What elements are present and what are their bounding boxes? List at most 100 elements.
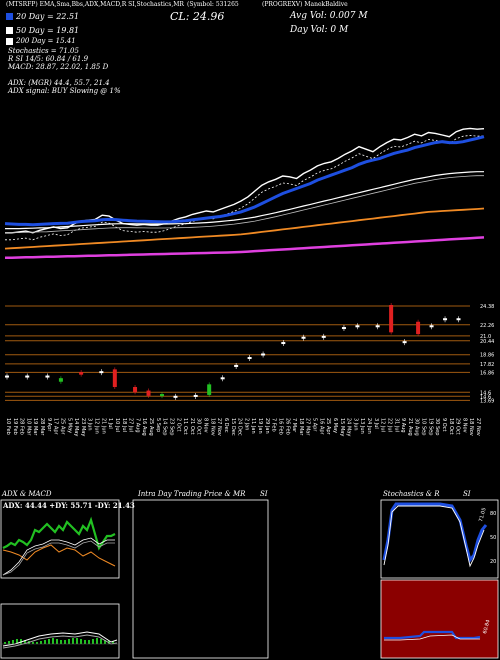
x-tick-label: 26 Feb (284, 418, 290, 435)
x-tick-label: 16 Aug (141, 418, 147, 436)
x-tick-label: 18 Oct (448, 418, 454, 435)
series-line-200-day (4, 207, 485, 250)
company-label: (PROGREXV) ManekBaldive (262, 1, 348, 8)
x-tick-label: 14 Sep (162, 418, 168, 435)
x-tick-label: 22 Jul (386, 418, 392, 432)
level-tick-label: 14.6 (480, 390, 491, 396)
ema20-readout: 20 Day = 22.51 (16, 12, 80, 21)
macd-histogram-bar (24, 640, 26, 644)
macd-histogram-bar (36, 642, 38, 644)
level-tick-label: 24.38 (480, 304, 494, 310)
macd-readout: MACD: 28.87, 22.02, 1.85 D (8, 63, 109, 71)
header-indicators: (MTSRFP) EMA,Sma,Bbs,ADX,MACD,R SI,Stoch… (6, 1, 184, 8)
x-tick-label: 19 Feb (12, 418, 18, 435)
adx-panel-title: ADX & MACD (2, 490, 52, 498)
candle-body (247, 357, 252, 360)
stochastics-line (382, 502, 488, 564)
ema50-legend-swatch (6, 27, 13, 34)
level-tick-label: 21.0 (480, 334, 491, 340)
x-tick-label: 28 Feb (19, 418, 25, 435)
adx-panel-readout: ADX: 44.44 +DY: 55.71 -DY: 21.43 (3, 501, 135, 510)
candle-body (402, 341, 407, 344)
x-tick-label: 12 Jun (94, 418, 100, 434)
macd-histogram-bar (12, 640, 14, 644)
rsi-signal-line (384, 634, 480, 641)
x-tick-label: 16 Apr (318, 418, 324, 436)
rsi-panel-box (380, 579, 499, 659)
ema20-legend-swatch (6, 13, 13, 20)
stochastics-readout: Stochastics = 71.05 (8, 47, 79, 55)
level-tick-label: 20.44 (480, 339, 494, 345)
adx-line (2, 537, 115, 576)
candle-body (193, 394, 198, 397)
candle-body (112, 369, 117, 388)
candle-body (220, 377, 225, 380)
x-tick-label: 10 Mar (25, 418, 31, 436)
macd-signal-line (2, 634, 118, 649)
macd-histogram-bar (44, 640, 46, 644)
x-tick-label: 5 Apr (312, 418, 318, 432)
macd-histogram-bar (52, 638, 54, 644)
candle-body (207, 384, 212, 395)
x-tick-label: 19 Jan (257, 418, 263, 434)
x-tick-label: 27 Nov (475, 418, 481, 436)
macd-histogram-bar (104, 640, 106, 644)
macd-histogram-bar (40, 641, 42, 644)
rsi-side-value: 60.84 (482, 619, 492, 634)
candle-body (301, 336, 306, 339)
x-tick-label: 1 Jul (107, 418, 113, 429)
candle-body (5, 375, 9, 378)
macd-histogram-bar (28, 641, 30, 644)
series-line-price (5, 127, 485, 234)
adx-minus-di-line (2, 544, 116, 567)
candle-body (45, 375, 50, 378)
x-tick-label: 30 Sep (434, 418, 440, 435)
ema200-readout: 200 Day = 15.41 (16, 37, 76, 45)
x-tick-label: 13 Jun (359, 418, 365, 434)
macd-histogram-bar (20, 639, 22, 644)
x-tick-label: 16 Feb (277, 418, 283, 435)
stoch-tick-label: 80 (490, 511, 496, 517)
x-tick-label: 12 Jul (380, 418, 386, 432)
adx-signal: ADX signal: BUY Slowing @ 1% (8, 87, 121, 95)
stoch-panel-box (380, 499, 499, 579)
macd-panel-box (0, 603, 120, 659)
x-tick-label: 5 May (66, 418, 72, 433)
macd-histogram-bar (96, 638, 98, 644)
macd-histogram-bar (80, 639, 82, 644)
x-tick-label: 11 Jan (250, 418, 256, 434)
x-tick-label: 14 May (73, 418, 79, 436)
macd-histogram-bar (88, 640, 90, 644)
x-tick-label: 7 Mar (291, 418, 297, 433)
x-tick-label: 15 Dec (230, 418, 236, 436)
candle-body (25, 375, 30, 378)
stoch-panel-si: SI (463, 490, 471, 498)
x-tick-label: 5 Sep (155, 418, 161, 432)
candle-body (173, 395, 178, 398)
candle-body (58, 378, 63, 382)
stochastics-signal-line (383, 505, 485, 568)
rsi-line (384, 630, 481, 640)
candle-body (133, 387, 138, 393)
candle-body (281, 342, 286, 345)
candle-body (160, 394, 164, 397)
x-tick-label: 31 Jul (393, 418, 399, 432)
adx-panel-box (0, 499, 120, 579)
candle-body (389, 305, 394, 333)
x-tick-label: 25 Apr (325, 418, 331, 436)
x-tick-label: 8 Nov (203, 418, 209, 433)
x-tick-label: 21 Jun (100, 418, 106, 434)
x-tick-label: 7 Feb (271, 418, 277, 432)
macd-histogram-bar (4, 642, 6, 644)
x-tick-label: 18 Jul (121, 418, 127, 432)
series-line-sma (4, 236, 485, 260)
x-tick-label: 24 Dec (237, 418, 243, 436)
stoch-tick-label: 20 (490, 559, 496, 565)
intraday-panel-si: SI (260, 490, 268, 498)
x-tick-label: 9 Apr (46, 418, 52, 432)
x-tick-label: 11 Oct (182, 418, 188, 435)
close-price: CL: 24.96 (170, 10, 225, 23)
candle-body (443, 318, 448, 321)
x-tick-label: 27 Nov (216, 418, 222, 436)
series-line-50-day (5, 171, 484, 230)
